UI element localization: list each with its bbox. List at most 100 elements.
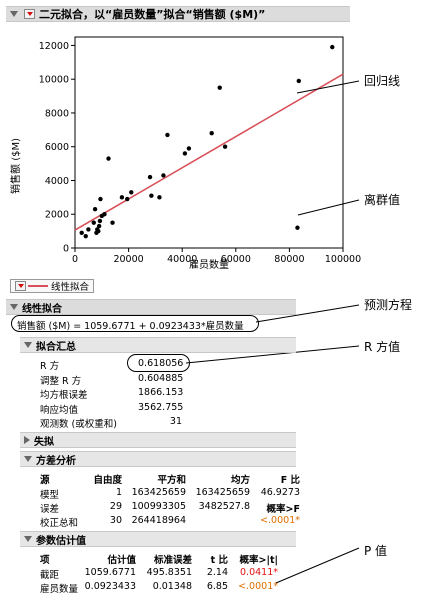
lack-of-fit-header[interactable]: 失拟 bbox=[20, 432, 296, 448]
params-row-slope: 雇员数量 0.0923433 0.01348 6.85 <.0001* bbox=[40, 581, 278, 595]
report-title: 二元拟合，以“雇员数量”拟合“销售额 ($M)” bbox=[39, 8, 266, 21]
y-axis-label: 销售额 ($M) bbox=[9, 138, 22, 194]
summary-value: 31 bbox=[169, 416, 182, 427]
data-point[interactable] bbox=[91, 220, 96, 225]
x-tick-label: 100000 bbox=[325, 254, 361, 265]
data-point[interactable] bbox=[102, 212, 107, 217]
x-tick-label: 40000 bbox=[167, 254, 197, 265]
data-points bbox=[79, 44, 335, 239]
data-point[interactable] bbox=[295, 225, 300, 230]
red-triangle-menu-icon[interactable] bbox=[24, 9, 35, 19]
params-est: 1059.6771 bbox=[84, 567, 136, 578]
params-col-se: 标准误差 bbox=[153, 555, 192, 566]
linear-fit-collapse-icon[interactable] bbox=[10, 304, 18, 310]
data-point[interactable] bbox=[125, 196, 130, 202]
params-p: 0.0411* bbox=[240, 567, 278, 578]
data-point[interactable] bbox=[182, 151, 188, 156]
rsquare-oval bbox=[127, 354, 190, 372]
params-p: <.0001* bbox=[238, 581, 278, 592]
y-axis-label-group: 销售额 ($M) bbox=[9, 138, 22, 194]
data-point[interactable] bbox=[110, 220, 115, 225]
equation-oval bbox=[11, 315, 259, 332]
legend-red-triangle-icon[interactable] bbox=[15, 281, 26, 291]
anova-col-ms: 均方 bbox=[230, 475, 250, 486]
data-point[interactable] bbox=[96, 223, 102, 229]
data-point[interactable] bbox=[165, 132, 170, 138]
params-term: 雇员数量 bbox=[40, 584, 79, 595]
data-point[interactable] bbox=[161, 173, 166, 178]
summary-label: R 方 bbox=[40, 361, 60, 372]
anova-ms: 3482527.8 bbox=[198, 501, 250, 512]
y-tick-label: 0 bbox=[63, 244, 69, 255]
params-col-p: 概率>|t| bbox=[239, 555, 278, 566]
params-se: 0.01348 bbox=[152, 581, 192, 592]
x-tick-label: 60000 bbox=[221, 254, 251, 265]
callout-pvalue: P 值 bbox=[364, 544, 388, 558]
anova-header[interactable]: 方差分析 bbox=[20, 451, 296, 467]
anova-source: 误差 bbox=[40, 504, 60, 515]
legend-line-swatch bbox=[28, 285, 48, 287]
summary-value: 1866.153 bbox=[138, 387, 184, 398]
anova-df: 30 bbox=[109, 515, 122, 526]
fit-line[interactable] bbox=[74, 73, 344, 231]
data-point[interactable] bbox=[92, 206, 98, 212]
regression-callout-line bbox=[296, 80, 360, 94]
data-point[interactable] bbox=[119, 195, 125, 200]
params-t: 2.14 bbox=[206, 567, 228, 578]
data-point[interactable] bbox=[186, 146, 192, 151]
anova-ss: 264418964 bbox=[131, 515, 186, 526]
anova-col-source: 源 bbox=[40, 475, 50, 486]
summary-label: 观测数 (或权重和) bbox=[40, 419, 117, 430]
x-ticks: 0 20000 40000 60000 80000 100000 bbox=[72, 248, 361, 265]
summary-row: 观测数 (或权重和) 31 bbox=[40, 416, 182, 430]
data-point[interactable] bbox=[79, 230, 84, 236]
param-estimates-header[interactable]: 参数估计值 bbox=[20, 531, 296, 547]
x-axis-label: 雇员数量 bbox=[189, 258, 229, 271]
data-point[interactable] bbox=[222, 144, 228, 149]
data-point[interactable] bbox=[209, 131, 214, 136]
y-tick-label: 8000 bbox=[45, 108, 69, 119]
x-tick-label: 80000 bbox=[274, 254, 304, 265]
anova-column-headers: 源 自由度 平方和 均方 F 比 bbox=[40, 472, 300, 486]
data-point[interactable] bbox=[330, 44, 335, 50]
data-point[interactable] bbox=[106, 156, 111, 161]
anova-collapse-icon[interactable] bbox=[24, 456, 32, 462]
legend-label: 线性拟合 bbox=[51, 282, 90, 293]
summary-header-label: 拟合汇总 bbox=[36, 341, 76, 353]
data-point[interactable] bbox=[129, 190, 134, 195]
data-point[interactable] bbox=[83, 233, 88, 239]
params-col-t: t 比 bbox=[210, 555, 228, 566]
linear-fit-legend[interactable]: 线性拟合 bbox=[10, 279, 95, 293]
data-point[interactable] bbox=[97, 218, 103, 224]
plot-frame bbox=[74, 36, 344, 249]
summary-of-fit-header[interactable]: 拟合汇总 bbox=[20, 337, 296, 353]
data-point[interactable] bbox=[157, 195, 162, 200]
x-tick-label: 20000 bbox=[113, 254, 143, 265]
data-point[interactable] bbox=[147, 174, 153, 180]
lack-of-fit-expand-icon[interactable] bbox=[24, 436, 30, 444]
linear-fit-header-label: 线性拟合 bbox=[22, 303, 62, 315]
anova-ss: 100993305 bbox=[131, 501, 186, 512]
params-est: 0.0923433 bbox=[84, 581, 136, 592]
collapse-triangle-icon[interactable] bbox=[10, 11, 18, 17]
anova-ms bbox=[186, 515, 250, 529]
anova-row-model: 模型 1 163425659 163425659 46.9273 bbox=[40, 487, 300, 501]
summary-value: 3562.755 bbox=[138, 402, 184, 413]
params-t: 6.85 bbox=[206, 581, 228, 592]
data-point[interactable] bbox=[296, 78, 301, 84]
params-col-term: 项 bbox=[40, 555, 50, 566]
data-point[interactable] bbox=[217, 85, 222, 90]
params-collapse-icon[interactable] bbox=[24, 536, 32, 542]
data-point[interactable] bbox=[86, 227, 91, 232]
params-se: 495.8351 bbox=[146, 567, 192, 578]
data-point[interactable] bbox=[96, 228, 101, 234]
anova-col-ss: 平方和 bbox=[157, 475, 186, 486]
summary-collapse-icon[interactable] bbox=[24, 342, 32, 348]
data-point[interactable] bbox=[149, 193, 154, 198]
summary-row: R 方 0.618056 bbox=[40, 358, 183, 372]
linear-fit-header[interactable]: 线性拟合 bbox=[6, 299, 296, 315]
params-column-headers: 项 估计值 标准误差 t 比 概率>|t| bbox=[40, 552, 278, 566]
bivariate-scatter-chart: 销售额 ($M) 0 2000 4000 6000 8000 10000 12000 0 20… bbox=[9, 36, 361, 271]
data-point[interactable] bbox=[98, 196, 103, 202]
callout-outlier: 离群值 bbox=[364, 193, 401, 207]
